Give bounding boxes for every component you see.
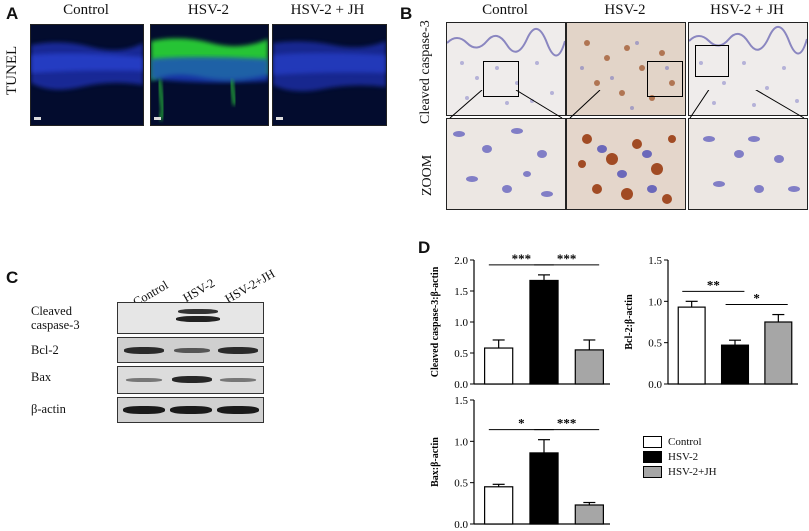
y-tick-label: 0.5 <box>454 348 468 360</box>
ihc-control-zoom-box <box>483 61 519 97</box>
blot-bax <box>117 366 264 394</box>
legend-item-hsv2-jh: HSV-2+JH <box>643 464 717 479</box>
y-tick-label: 1.5 <box>454 286 468 298</box>
bar-control <box>677 306 706 385</box>
bar-hsv-2 <box>529 279 559 385</box>
significance-label: ** <box>707 277 720 292</box>
y-tick-label: 1.0 <box>648 296 662 308</box>
blot-label-bax: Bax <box>31 370 52 384</box>
y-axis-label: Bcl-2:β-actin <box>624 294 635 350</box>
significance-label: *** <box>512 251 531 266</box>
zoom-hsv2-jh-image <box>688 118 808 210</box>
tunel-hsv2-jh-image <box>272 24 387 126</box>
y-tick-label: 2.0 <box>454 255 468 267</box>
panel-b-col-control: Control <box>482 2 528 18</box>
significance-label: *** <box>557 416 577 431</box>
y-tick-label: 1.0 <box>454 317 468 329</box>
bar-control <box>484 347 514 385</box>
panel-a-col-control: Control <box>63 2 109 18</box>
zoom-connector-lines <box>449 90 805 119</box>
bar-hsv-2 <box>529 452 559 525</box>
blot-label-cleaved-caspase3: Cleaved caspase-3 <box>31 304 80 332</box>
legend-item-control: Control <box>643 434 717 449</box>
legend-swatch-hsv2-jh <box>643 465 662 478</box>
panel-a-col-hsv2: HSV-2 <box>187 2 230 18</box>
blot-col-hsv2-jh: HSV-2+JH <box>222 266 278 307</box>
legend-swatch-hsv2 <box>643 450 662 463</box>
chart-legend: Control HSV-2 HSV-2+JH <box>643 434 717 479</box>
bar-hsv-2-jh <box>574 504 604 525</box>
blot-beta-actin <box>117 397 264 423</box>
zoom-control-image <box>446 118 566 210</box>
significance-label: * <box>518 416 525 431</box>
blot-cleaved-caspase3 <box>117 302 264 334</box>
zoom-hsv2-image <box>566 118 686 210</box>
bar-hsv-2 <box>720 344 750 385</box>
bar-hsv-2-jh <box>574 349 604 385</box>
significance-label: * <box>753 291 760 306</box>
y-tick-label: 0.0 <box>454 379 468 391</box>
panel-b-col-hsv2: HSV-2 <box>604 2 646 18</box>
zoom-row-label: ZOOM <box>420 154 435 196</box>
y-tick-label: 0.5 <box>648 338 662 350</box>
ihc-control-image <box>446 22 566 116</box>
blot-label-bcl2: Bcl-2 <box>31 343 59 357</box>
bar-control <box>484 486 514 525</box>
y-axis-label: Bax:β-actin <box>430 437 441 487</box>
ihc-hsv2-jh-zoom-box <box>695 45 729 77</box>
legend-label-hsv2: HSV-2 <box>668 450 699 463</box>
panel-a-letter: A <box>6 4 19 23</box>
legend-label-hsv2-jh: HSV-2+JH <box>668 465 717 478</box>
panel-d-letter: D <box>418 238 431 257</box>
y-axis-label: Cleaved caspase-3:β-actin <box>430 266 441 377</box>
tunel-row-label: TUNEL <box>4 45 20 95</box>
panel-c-letter: C <box>6 268 19 287</box>
tunel-control-image <box>30 24 144 126</box>
panel-b-col-hsv2-jh: HSV-2 + JH <box>710 2 784 18</box>
significance-label: *** <box>557 251 577 266</box>
y-tick-label: 0.5 <box>454 478 468 490</box>
y-tick-label: 1.0 <box>454 436 468 448</box>
legend-item-hsv2: HSV-2 <box>643 449 717 464</box>
legend-swatch-control <box>643 435 662 448</box>
bar-hsv-2-jh <box>764 321 793 385</box>
ihc-row-label: Cleaved caspase-3 <box>418 20 433 124</box>
chart-cleaved-caspase3: 0.0 0.5 1.0 1.5 2.0 Cleaved caspase-3:β-actin… <box>430 251 610 391</box>
legend-label-control: Control <box>668 435 702 448</box>
panel-b-letter: B <box>400 4 413 23</box>
y-tick-label: 0.0 <box>454 519 468 531</box>
blot-bcl2 <box>117 337 264 363</box>
y-tick-label: 0.0 <box>648 379 662 391</box>
blot-label-beta-actin: β-actin <box>31 402 66 416</box>
tunel-hsv2-image <box>150 24 269 126</box>
y-tick-label: 1.5 <box>648 255 662 267</box>
ihc-hsv2-jh-image <box>688 22 808 116</box>
panel-a-col-hsv2-jh: HSV-2 + JH <box>290 2 365 18</box>
y-tick-label: 1.5 <box>454 395 468 407</box>
ihc-hsv2-image <box>566 22 686 116</box>
ihc-hsv2-zoom-box <box>647 61 683 97</box>
